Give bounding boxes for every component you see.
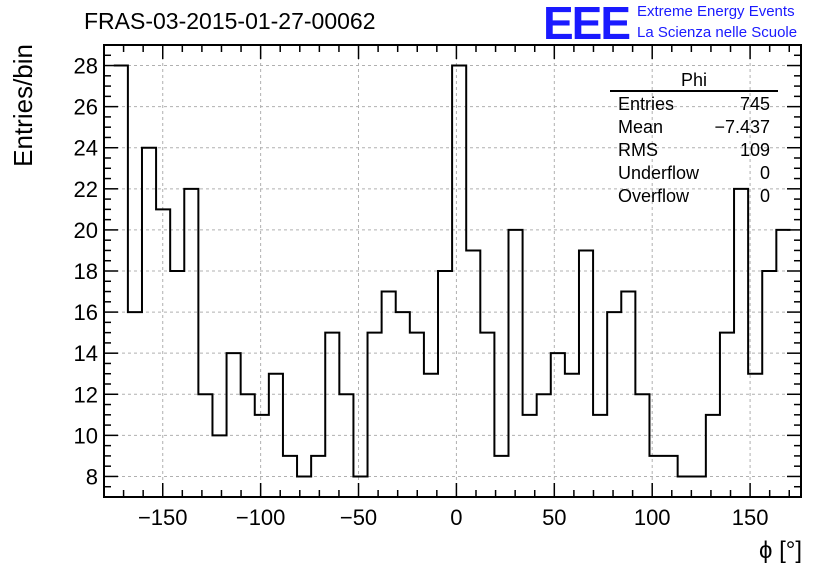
x-tick-labels: −150 −100 −50 0 50 100 150 [138, 505, 769, 530]
y-tick-label: 18 [74, 259, 98, 284]
grid-lines [104, 45, 801, 497]
y-tick-label: 14 [74, 341, 98, 366]
x-tick-label: 100 [634, 505, 671, 530]
y-tick-label: 22 [74, 177, 98, 202]
x-tick-label: 150 [732, 505, 769, 530]
stats-box-title: Phi [681, 70, 707, 90]
stats-value: −7.437 [714, 117, 770, 137]
y-tick-label: 20 [74, 218, 98, 243]
histogram-outline [113, 64, 791, 478]
stats-label: Entries [618, 94, 674, 114]
x-axis-title: ϕ [°] [759, 537, 802, 564]
stats-value: 0 [760, 163, 770, 183]
y-tick-label: 8 [86, 464, 98, 489]
y-tick-label: 24 [74, 136, 98, 161]
stats-value: 109 [740, 140, 770, 160]
x-tick-label: 50 [542, 505, 566, 530]
y-tick-label: 16 [74, 300, 98, 325]
x-tick-label: 0 [450, 505, 462, 530]
axis-ticks [104, 45, 801, 497]
y-tick-label: 28 [74, 54, 98, 79]
eee-logo: EEE [543, 0, 631, 49]
stats-label: Overflow [618, 186, 690, 206]
chart-title: FRAS-03-2015-01-27-00062 [84, 8, 376, 34]
logo-text-line2: La Scienza nelle Scuole [637, 24, 798, 41]
y-tick-label: 10 [74, 423, 98, 448]
x-tick-label: −150 [138, 505, 188, 530]
logo-text-line1: Extreme Energy Events [637, 3, 795, 20]
stats-label: Mean [618, 117, 663, 137]
plot-frame [103, 44, 802, 498]
x-tick-label: −50 [340, 505, 377, 530]
stats-label: RMS [618, 140, 658, 160]
stats-box: Phi Entries 745 Mean −7.437 RMS 109 Underflow 0… [610, 70, 778, 206]
stats-value: 0 [760, 186, 770, 206]
stats-label: Underflow [618, 163, 700, 183]
y-tick-label: 12 [74, 382, 98, 407]
y-tick-label: 26 [74, 95, 98, 120]
y-tick-labels: 8 10 12 14 16 18 20 22 24 26 28 [74, 54, 98, 490]
y-axis-title: Entries/bin [8, 44, 38, 167]
x-tick-label: −100 [236, 505, 286, 530]
stats-value: 745 [740, 94, 770, 114]
